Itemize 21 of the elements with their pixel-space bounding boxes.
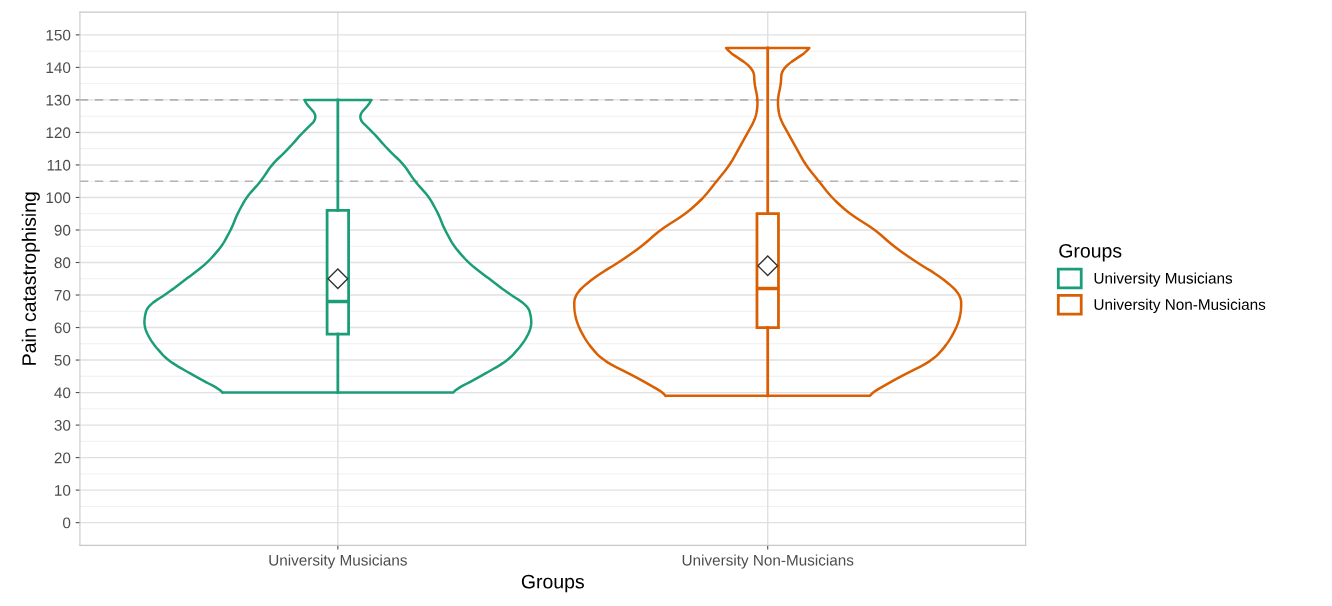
- y-tick-label: 110: [47, 159, 71, 171]
- y-tick-label: 90: [54, 224, 71, 236]
- x-axis-title: Groups: [521, 574, 584, 593]
- y-tick-label: 30: [54, 419, 71, 431]
- legend-title: Groups: [1059, 243, 1122, 262]
- y-tick-label: 80: [54, 257, 71, 269]
- y-tick-label: 60: [54, 322, 71, 334]
- legend-label: University Musicians: [1094, 272, 1233, 287]
- y-axis-title: Pain catastrophising: [21, 192, 40, 365]
- y-tick-label: 130: [46, 94, 71, 106]
- y-tick-label: 10: [55, 484, 71, 496]
- y-tick-label: 70: [54, 289, 71, 301]
- y-tick-label: 50: [54, 354, 71, 366]
- legend-label: University Non-Musicians: [1094, 298, 1266, 313]
- y-tick-label: 40: [54, 387, 71, 399]
- y-tick-label: 120: [46, 127, 71, 139]
- y-tick-label: 150: [46, 29, 71, 41]
- y-tick-label: 140: [46, 62, 71, 74]
- y-tick-label: 0: [62, 517, 71, 529]
- y-tick-label: 20: [54, 452, 71, 464]
- y-tick-label: 100: [46, 192, 71, 204]
